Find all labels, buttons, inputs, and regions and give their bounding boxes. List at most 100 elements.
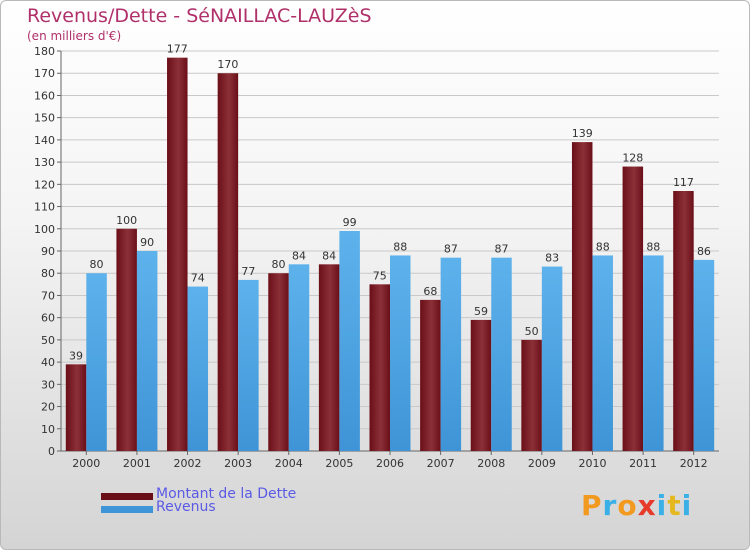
legend-swatch-revenue [101, 506, 153, 513]
data-label-revenue-2012: 86 [697, 245, 711, 258]
data-label-revenue-2006: 88 [393, 240, 407, 253]
x-tick-label: 2010 [578, 457, 606, 470]
x-tick-label: 2012 [680, 457, 708, 470]
bar-revenue-2011 [643, 255, 664, 451]
legend-label-debt: Montant de la Dette [156, 486, 297, 502]
x-tick-label: 2007 [427, 457, 455, 470]
x-tick-label: 2004 [275, 457, 303, 470]
bar-revenue-2003 [238, 279, 259, 451]
data-label-revenue-2010: 88 [596, 240, 610, 253]
logo-letter: P [581, 489, 603, 522]
bar-debt-2003 [217, 73, 239, 451]
x-tick-label: 2006 [376, 457, 404, 470]
proxiti-logo: Proxiti [581, 489, 692, 522]
data-label-revenue-2008: 87 [494, 243, 508, 256]
y-tick-label: 30 [41, 378, 55, 391]
bar-revenue-2001 [136, 251, 158, 451]
bar-revenue-2008 [491, 257, 512, 451]
bar-debt-2006 [369, 284, 390, 451]
y-tick-label: 40 [41, 356, 55, 369]
x-tick-label: 2000 [72, 457, 100, 470]
logo-letter: i [681, 489, 693, 522]
bar-debt-2004 [268, 273, 289, 451]
y-tick-label: 10 [41, 423, 55, 436]
y-tick-label: 60 [41, 312, 55, 325]
bar-revenue-2009 [541, 266, 563, 451]
data-label-revenue-2007: 87 [444, 243, 458, 256]
data-label-revenue-2001: 90 [140, 236, 154, 249]
logo-letter: o [617, 489, 638, 522]
bar-revenue-2000 [86, 273, 107, 451]
bar-revenue-2004 [288, 264, 310, 451]
y-tick-label: 100 [34, 223, 55, 236]
bar-debt-2007 [420, 299, 441, 451]
data-label-debt-2000: 39 [69, 349, 83, 362]
logo-letter: i [656, 489, 668, 522]
data-label-debt-2002: 177 [167, 43, 188, 56]
data-label-debt-2011: 128 [622, 152, 643, 165]
data-label-revenue-2003: 77 [241, 265, 255, 278]
y-tick-label: 130 [34, 156, 55, 169]
bar-revenue-2002 [187, 286, 209, 451]
data-label-revenue-2002: 74 [191, 272, 205, 285]
bar-revenue-2006 [390, 255, 411, 451]
x-tick-label: 2005 [325, 457, 353, 470]
bar-revenue-2007 [440, 257, 462, 451]
chart-subtitle: (en milliers d'€) [27, 29, 122, 43]
data-label-debt-2005: 84 [322, 249, 336, 262]
y-tick-label: 180 [34, 45, 55, 58]
bar-debt-2005 [318, 264, 340, 451]
y-tick-label: 90 [41, 245, 55, 258]
data-label-revenue-2005: 99 [343, 216, 357, 229]
y-tick-label: 50 [41, 334, 55, 347]
bar-debt-2010 [571, 142, 593, 451]
y-tick-label: 160 [34, 89, 55, 102]
bar-revenue-2012 [693, 259, 715, 451]
x-tick-label: 2008 [477, 457, 505, 470]
bar-revenue-2010 [592, 255, 613, 451]
data-label-revenue-2000: 80 [90, 258, 104, 271]
bar-debt-2009 [521, 339, 542, 451]
y-tick-label: 70 [41, 289, 55, 302]
data-label-debt-2004: 80 [272, 258, 286, 271]
data-label-debt-2008: 59 [474, 305, 488, 318]
data-label-revenue-2009: 83 [545, 252, 559, 265]
data-label-debt-2001: 100 [116, 214, 137, 227]
y-tick-label: 0 [48, 445, 55, 458]
bar-debt-2000 [65, 364, 87, 451]
chart-title: Revenus/Dette - SéNAILLAC-LAUZèS [27, 5, 372, 27]
data-label-revenue-2004: 84 [292, 249, 306, 262]
logo-letter: t [667, 489, 682, 522]
bar-debt-2002 [167, 57, 188, 452]
y-tick-label: 170 [34, 67, 55, 80]
bar-debt-2001 [116, 228, 137, 451]
legend-label-revenue: Revenus [156, 499, 216, 515]
bar-debt-2008 [470, 319, 492, 451]
logo-letter: r [602, 489, 618, 522]
data-label-debt-2010: 139 [572, 127, 593, 140]
data-label-debt-2009: 50 [525, 325, 539, 338]
bar-debt-2011 [622, 166, 644, 452]
x-tick-label: 2002 [174, 457, 202, 470]
x-tick-label: 2001 [123, 457, 151, 470]
data-label-debt-2012: 117 [673, 176, 694, 189]
data-label-debt-2003: 170 [217, 58, 238, 71]
data-label-revenue-2011: 88 [646, 240, 660, 253]
legend-swatch-debt [101, 493, 153, 500]
data-label-debt-2006: 75 [373, 269, 387, 282]
y-tick-label: 140 [34, 134, 55, 147]
y-tick-label: 80 [41, 267, 55, 280]
x-tick-label: 2009 [528, 457, 556, 470]
logo-letter: x [637, 489, 657, 522]
y-tick-label: 20 [41, 401, 55, 414]
y-tick-label: 110 [34, 201, 55, 214]
bar-revenue-2005 [339, 231, 360, 451]
bar-debt-2012 [673, 191, 694, 451]
x-tick-label: 2011 [629, 457, 657, 470]
y-tick-label: 150 [34, 112, 55, 125]
y-tick-label: 120 [34, 178, 55, 191]
x-tick-label: 2003 [224, 457, 252, 470]
data-label-debt-2007: 68 [423, 285, 437, 298]
